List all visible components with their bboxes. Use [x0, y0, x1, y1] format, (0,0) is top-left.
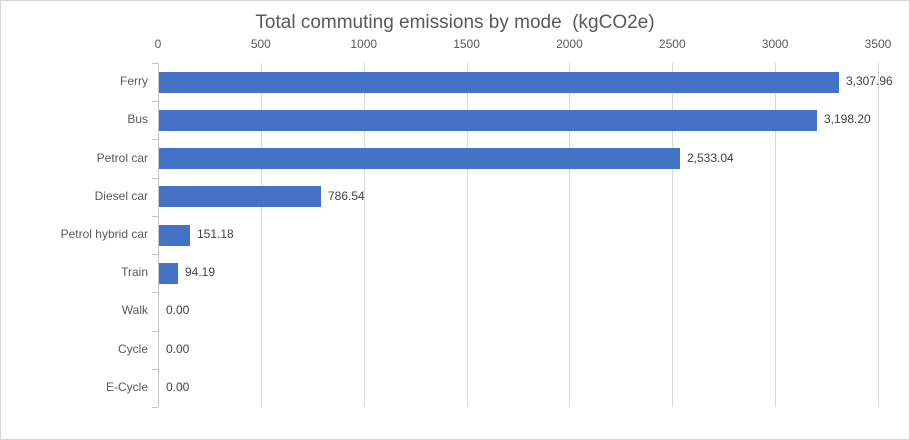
gridline: [878, 63, 879, 407]
y-axis-line: [158, 63, 159, 407]
bar-value-label: 3,198.20: [824, 112, 871, 127]
x-axis-tick-label: 3000: [761, 37, 789, 51]
category-label: Petrol car: [96, 150, 148, 165]
gridline: [775, 63, 777, 407]
chart-title: Total commuting emissions by mode (kgCO2…: [255, 12, 655, 33]
bar-value-label: 0.00: [166, 303, 190, 318]
category-label: Petrol hybrid car: [60, 227, 148, 241]
bar: [159, 148, 680, 170]
bar-value-label: 151.18: [197, 227, 234, 241]
category-label: Ferry: [120, 74, 148, 89]
y-axis-tick-mark: [152, 254, 158, 256]
y-axis-tick-mark: [152, 407, 158, 408]
category-label: Walk: [121, 303, 148, 318]
bar: [159, 109, 817, 131]
y-axis-tick-mark: [152, 215, 158, 217]
y-axis-tick-mark: [152, 177, 158, 179]
bar-value-label: 0.00: [166, 379, 190, 394]
category-label: E-Cycle: [105, 379, 148, 394]
bar-value-label: 94.19: [185, 265, 216, 280]
x-axis-tick-label: 1500: [453, 37, 480, 51]
category-label: Diesel car: [94, 188, 148, 203]
gridline: [569, 63, 571, 407]
y-axis-tick-mark: [152, 139, 158, 141]
x-axis-tick-label: 0: [154, 37, 162, 51]
y-axis-tick-mark: [152, 101, 158, 103]
bar-value-label: 0.00: [166, 341, 190, 356]
bar: [159, 262, 178, 284]
bar-value-label: 3,307.96: [846, 74, 893, 89]
gridline: [466, 63, 468, 407]
y-axis-tick-mark: [152, 330, 158, 332]
bar: [159, 186, 321, 208]
bar-value-label: 2,533.04: [687, 150, 734, 165]
category-label: Cycle: [117, 341, 148, 356]
x-axis-tick-label: 2500: [658, 37, 686, 51]
bar-value-label: 786.54: [328, 188, 365, 203]
bar: [159, 71, 839, 93]
gridline: [260, 63, 262, 407]
gridline: [363, 63, 365, 407]
x-axis-tick-label: 1000: [350, 37, 378, 51]
y-axis-tick-mark: [152, 63, 158, 64]
x-axis-tick-label: 500: [250, 37, 271, 51]
gridline: [672, 63, 674, 407]
bar: [159, 224, 190, 246]
y-axis-tick-mark: [152, 292, 158, 294]
category-label: Bus: [127, 112, 148, 127]
category-label: Train: [121, 265, 148, 280]
x-axis-tick-label: 2000: [556, 37, 583, 51]
x-axis-tick-label: 3500: [864, 37, 892, 51]
y-axis-tick-mark: [152, 368, 158, 370]
